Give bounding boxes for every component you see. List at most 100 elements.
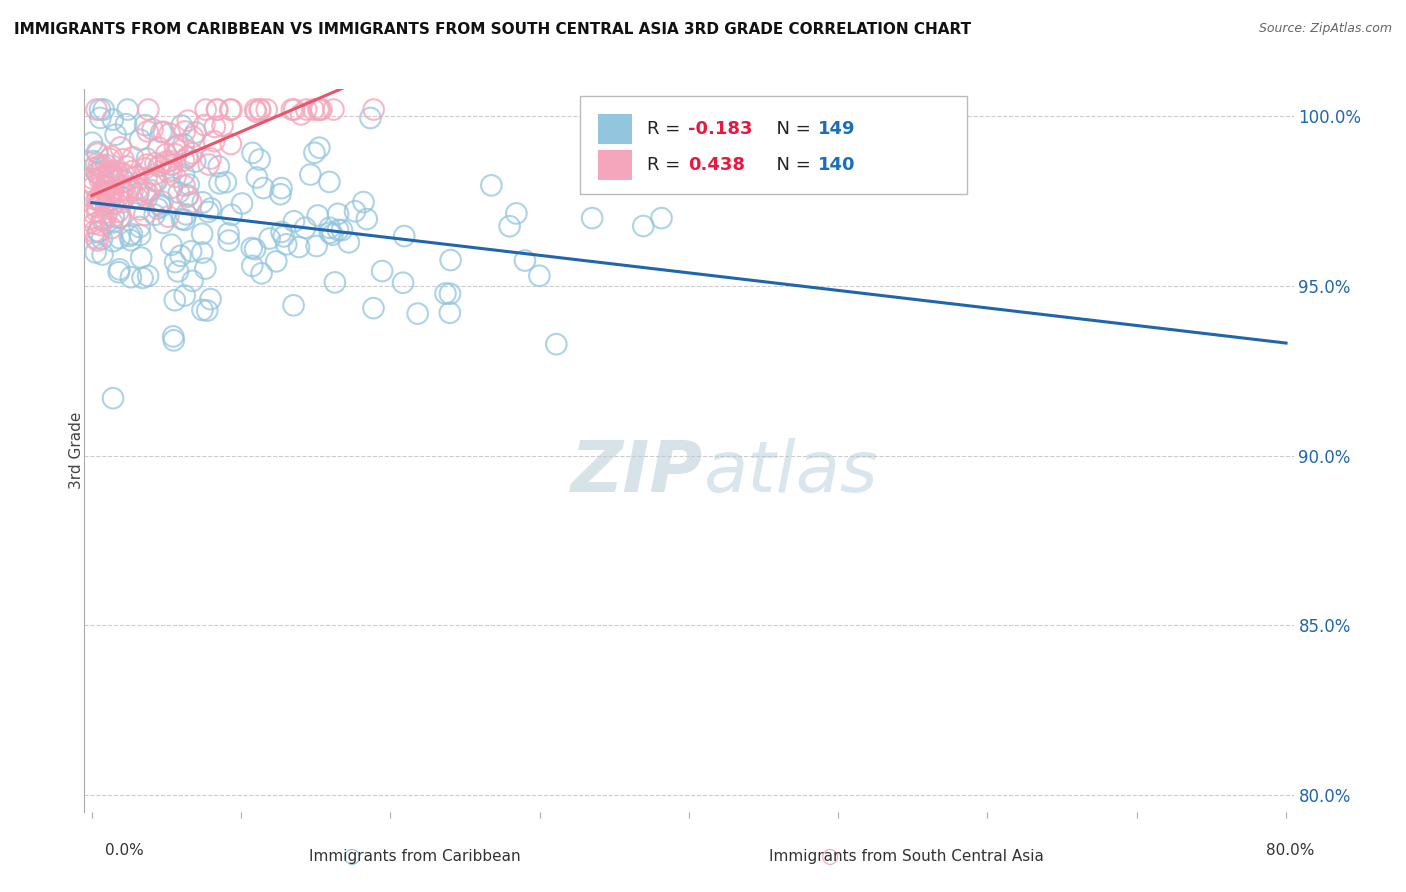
Text: ○: ○ (821, 847, 838, 866)
Point (87, 159, 110, 173)
Point (136, 124, 159, 138)
Point (118, 228, 141, 243)
Point (204, 120, 226, 134)
Point (91, 158, 114, 172)
Point (90, 218, 112, 232)
Point (323, 276, 346, 290)
Point (103, 184, 125, 198)
Point (110, 140, 132, 154)
Point (89, 172, 111, 186)
Point (120, 233, 142, 247)
Point (83, 217, 105, 231)
Point (91, 186, 114, 200)
Point (143, 208, 166, 222)
Point (150, 194, 173, 209)
Point (174, 207, 197, 221)
Point (138, 103, 160, 117)
Text: IMMIGRANTS FROM CARIBBEAN VS IMMIGRANTS FROM SOUTH CENTRAL ASIA 3RD GRADE CORREL: IMMIGRANTS FROM CARIBBEAN VS IMMIGRANTS … (14, 22, 972, 37)
Point (231, 196, 253, 211)
Point (122, 150, 145, 164)
Point (242, 145, 264, 160)
Point (121, 185, 143, 199)
Point (434, 286, 457, 301)
Point (149, 197, 172, 211)
Point (108, 262, 131, 277)
Point (103, 173, 125, 187)
Point (633, 219, 655, 233)
Point (307, 209, 329, 223)
Text: Immigrants from South Central Asia: Immigrants from South Central Asia (769, 849, 1045, 863)
Point (363, 103, 385, 117)
Point (288, 240, 311, 254)
Point (104, 163, 127, 178)
FancyBboxPatch shape (599, 114, 633, 145)
Point (176, 150, 198, 164)
Point (294, 220, 316, 235)
Point (87, 192, 110, 206)
Point (87, 225, 110, 239)
Point (173, 153, 195, 168)
Point (83, 179, 105, 194)
Point (86, 205, 108, 219)
Point (256, 103, 278, 117)
Point (194, 261, 217, 276)
Point (200, 152, 222, 166)
Point (127, 190, 149, 204)
Point (98, 152, 121, 166)
Point (371, 264, 394, 278)
Point (155, 147, 177, 161)
Point (176, 190, 198, 204)
Point (245, 104, 267, 119)
Point (181, 274, 204, 288)
Point (94, 184, 117, 198)
Point (479, 178, 502, 193)
Point (108, 193, 131, 207)
Point (337, 235, 360, 250)
Point (160, 157, 183, 171)
Point (139, 183, 162, 197)
Point (148, 159, 170, 173)
Point (84, 231, 107, 245)
Point (283, 103, 305, 117)
Point (111, 195, 134, 210)
Point (246, 170, 269, 185)
Point (134, 161, 156, 176)
Text: -0.183: -0.183 (688, 120, 752, 138)
Point (290, 107, 312, 121)
Point (84, 245, 107, 260)
Text: Source: ZipAtlas.com: Source: ZipAtlas.com (1258, 22, 1392, 36)
Point (136, 186, 159, 200)
Point (120, 181, 142, 195)
Point (581, 211, 603, 226)
Point (100, 184, 122, 198)
Point (136, 190, 159, 204)
Point (82, 211, 104, 226)
Point (129, 251, 152, 265)
Point (101, 167, 124, 181)
Point (112, 183, 135, 197)
Point (98, 189, 121, 203)
Point (94, 212, 117, 227)
Point (98, 165, 121, 179)
Point (276, 237, 298, 252)
Point (650, 211, 672, 226)
Point (136, 152, 159, 166)
Point (191, 195, 214, 210)
Point (115, 160, 138, 174)
Point (91, 211, 114, 226)
Point (270, 225, 292, 239)
Point (173, 137, 195, 152)
Point (218, 227, 240, 241)
Point (200, 202, 222, 216)
Point (100, 221, 122, 235)
Point (318, 175, 340, 189)
Point (173, 178, 195, 193)
Point (166, 138, 188, 153)
Point (200, 292, 222, 306)
Text: N =: N = (765, 156, 817, 174)
Point (115, 117, 138, 131)
Text: 149: 149 (818, 120, 856, 138)
FancyBboxPatch shape (581, 96, 967, 194)
Point (125, 169, 148, 184)
Point (82, 205, 104, 219)
